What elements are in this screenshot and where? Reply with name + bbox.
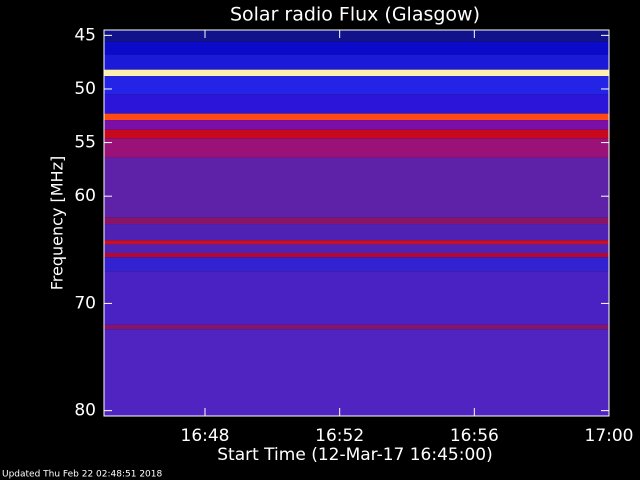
frequency-band bbox=[104, 244, 609, 254]
frequency-band bbox=[104, 54, 609, 70]
frequency-band bbox=[104, 253, 609, 258]
frequency-band bbox=[104, 224, 609, 241]
footer: Updated Thu Feb 22 02:48:51 2018 bbox=[2, 470, 163, 480]
x-tick-label: 16:56 bbox=[450, 426, 499, 446]
frequency-band bbox=[104, 120, 609, 130]
frequency-band bbox=[104, 217, 609, 225]
y-tick-label: 45 bbox=[74, 25, 96, 45]
y-tick-label: 55 bbox=[74, 133, 96, 153]
x-tick-label: 16:48 bbox=[181, 426, 230, 446]
frequency-band bbox=[104, 113, 609, 121]
frequency-band bbox=[104, 138, 609, 158]
y-tick-label: 50 bbox=[74, 79, 96, 99]
frequency-band bbox=[104, 30, 609, 42]
frequency-band bbox=[104, 94, 609, 114]
plot-frame bbox=[103, 29, 610, 417]
y-axis-label: Frequency [MHz] bbox=[48, 156, 67, 290]
frequency-band bbox=[104, 76, 609, 95]
frequency-band bbox=[104, 129, 609, 139]
frequency-band bbox=[104, 271, 609, 325]
frequency-band bbox=[104, 41, 609, 55]
frequency-band bbox=[104, 240, 609, 245]
y-tick-label: 60 bbox=[74, 186, 96, 206]
frequency-band bbox=[104, 157, 609, 218]
y-tick-label: 70 bbox=[74, 293, 96, 313]
frequency-band bbox=[104, 324, 609, 330]
chart-title: Solar radio Flux (Glasgow) bbox=[230, 4, 480, 26]
frequency-band bbox=[104, 257, 609, 272]
y-tick-label: 80 bbox=[74, 401, 96, 421]
frequency-band bbox=[104, 69, 609, 77]
x-tick-label: 17:00 bbox=[585, 426, 634, 446]
x-tick-label: 16:52 bbox=[315, 426, 364, 446]
frequency-band bbox=[104, 329, 609, 416]
x-axis-label: Start Time (12-Mar-17 16:45:00) bbox=[217, 445, 492, 465]
